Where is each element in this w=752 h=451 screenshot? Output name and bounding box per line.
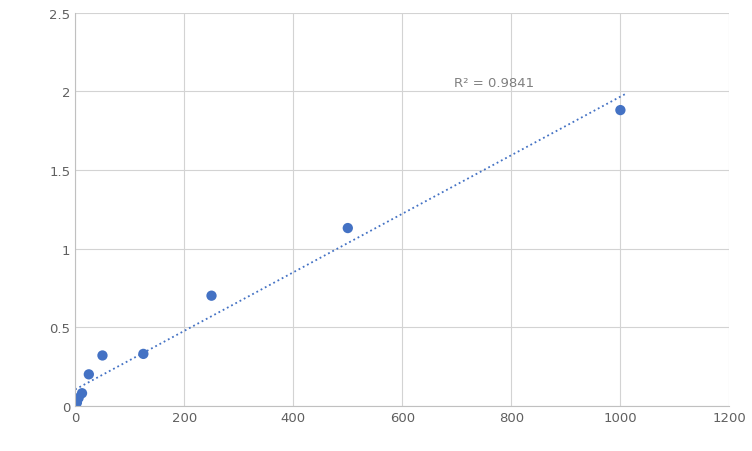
Point	[614, 107, 626, 115]
Point	[76, 390, 88, 397]
Point	[341, 225, 353, 232]
Point	[73, 395, 85, 402]
Point	[205, 292, 217, 299]
Point	[69, 402, 81, 410]
Text: R² = 0.9841: R² = 0.9841	[454, 77, 534, 90]
Point	[83, 371, 95, 378]
Point	[71, 399, 83, 406]
Point	[96, 352, 108, 359]
Point	[138, 350, 150, 358]
